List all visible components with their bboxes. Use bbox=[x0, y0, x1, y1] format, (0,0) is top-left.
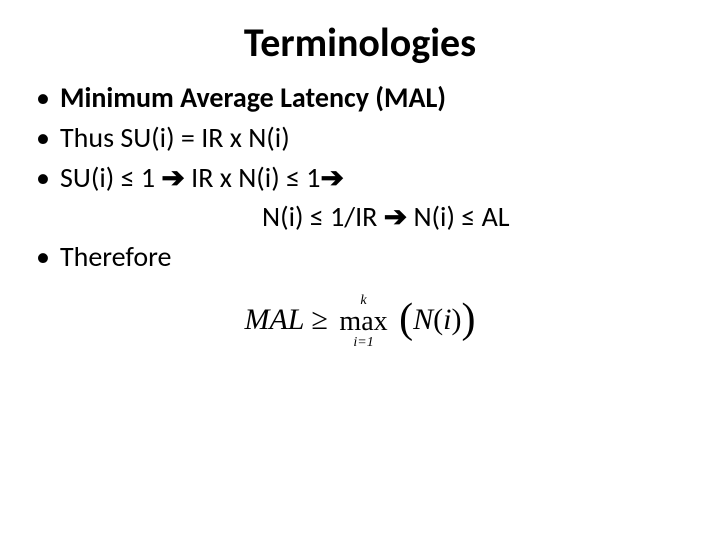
formula-region: MAL ≥ k max i=1 (N(i)) bbox=[32, 294, 688, 350]
formula-lparen: ( bbox=[399, 296, 413, 342]
su-ineq-part-b: IR x N(i) ≤ 1 bbox=[185, 160, 321, 195]
arrow-icon: ➔ bbox=[161, 162, 184, 193]
formula-rparen: ) bbox=[462, 296, 476, 342]
formula-op: max bbox=[339, 308, 387, 336]
bullet-su-ineq: SU(i) ≤ 1 ➔ IR x N(i) ≤ 1➔ bbox=[32, 159, 688, 197]
formula-mal: MAL bbox=[244, 303, 303, 336]
bullet-list: Minimum Average Latency (MAL) Thus SU(i)… bbox=[32, 79, 688, 196]
arrow-icon: ➔ bbox=[321, 162, 344, 193]
formula-inner-lparen: ( bbox=[433, 303, 443, 336]
slide: Terminologies Minimum Average Latency (M… bbox=[0, 0, 720, 540]
formula-N: N bbox=[413, 303, 433, 336]
formula-ge: ≥ bbox=[311, 303, 327, 336]
slide-content: Minimum Average Latency (MAL) Thus SU(i)… bbox=[0, 79, 720, 350]
ni-ineq-part-a: N(i) ≤ 1/IR bbox=[262, 199, 384, 234]
mal-formula: MAL ≥ k max i=1 (N(i)) bbox=[244, 294, 475, 350]
su-ineq-part-a: SU(i) ≤ 1 bbox=[60, 160, 161, 195]
bullet-mal-text: Minimum Average Latency (MAL) bbox=[60, 80, 446, 115]
arrow-icon: ➔ bbox=[384, 201, 407, 232]
bullet-therefore: Therefore bbox=[32, 238, 688, 276]
bullet-su-def: Thus SU(i) = IR x N(i) bbox=[32, 119, 688, 157]
formula-max-operator: k max i=1 bbox=[339, 294, 387, 350]
bullet-list-2: Therefore bbox=[32, 238, 688, 276]
formula-i: i bbox=[443, 303, 451, 336]
ni-ineq-part-b: N(i) ≤ AL bbox=[407, 199, 509, 234]
formula-sub: i=1 bbox=[339, 336, 387, 350]
formula-inner-rparen: ) bbox=[452, 303, 462, 336]
bullet-mal: Minimum Average Latency (MAL) bbox=[32, 79, 688, 117]
slide-title: Terminologies bbox=[0, 0, 720, 77]
bullet-ni-ineq: N(i) ≤ 1/IR ➔ N(i) ≤ AL bbox=[32, 198, 688, 236]
